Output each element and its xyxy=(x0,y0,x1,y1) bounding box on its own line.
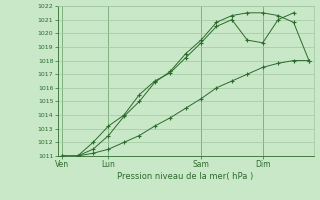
X-axis label: Pression niveau de la mer( hPa ): Pression niveau de la mer( hPa ) xyxy=(117,172,254,181)
